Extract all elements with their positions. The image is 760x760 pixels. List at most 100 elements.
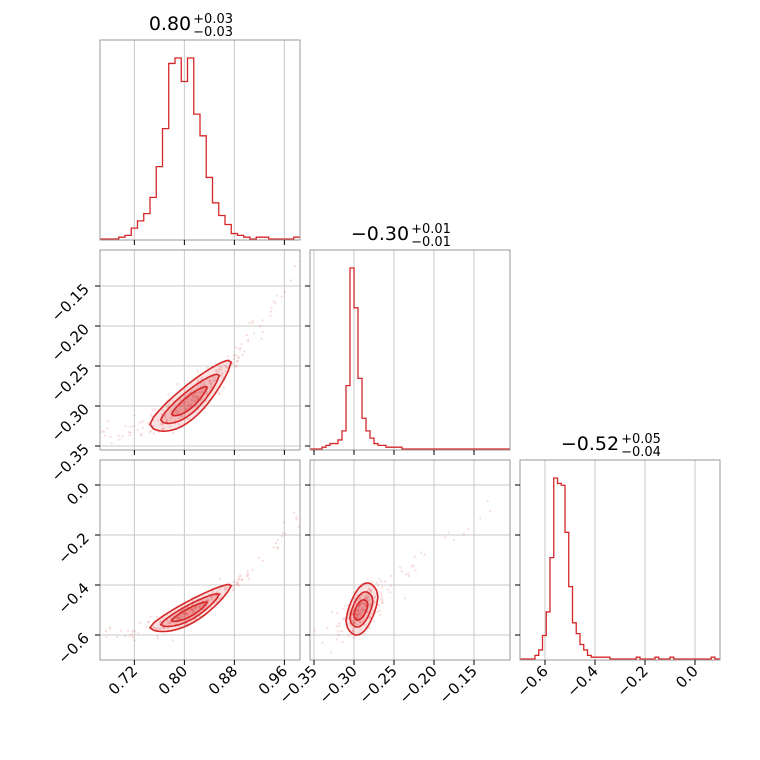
sample-point [191,609,194,612]
sample-point [378,590,382,594]
sample-point [222,386,226,389]
sample-point [236,581,240,584]
sample-point [235,346,238,350]
sample-point [154,627,158,631]
sample-point [124,635,127,638]
sample-point [366,610,369,614]
sample-point [210,596,214,599]
sample-point [170,416,173,419]
sample-point [156,637,159,640]
sample-point [340,629,343,633]
sample-point [368,617,371,620]
sample-point [192,393,196,396]
sample-point [367,588,371,591]
sample-point [352,619,356,622]
sample-point [106,419,109,423]
sample-point [133,414,136,417]
sample-point [246,572,249,575]
sample-point [184,408,188,411]
sample-point [295,516,298,519]
sample-point [108,626,112,629]
sample-point [201,608,205,611]
sample-point [403,597,406,600]
sample-point [126,629,130,633]
sample-point [220,373,223,377]
sample-point [220,369,223,372]
sample-point [414,568,417,572]
sample-point [151,409,154,412]
sample-point [190,399,194,402]
sample-point [343,616,346,620]
sample-point [243,350,246,353]
sample-point [412,564,415,567]
sample-point [347,633,350,637]
sample-point [195,395,198,398]
sample-point [232,357,236,361]
sample-point [205,599,209,602]
density-contour [170,385,209,417]
sample-point [186,612,190,616]
y-tick-label: −0.4 [54,579,92,617]
sample-point [276,547,280,550]
sample-point [362,602,366,606]
panel-title-lower: −0.01 [411,235,451,250]
sample-point [115,635,119,639]
sample-point [352,621,356,624]
sample-point [239,574,242,577]
sample-point [178,617,181,620]
sample-point [157,626,160,630]
sample-point [192,395,195,398]
sample-point [150,415,153,418]
sample-point [359,614,363,618]
sample-point [251,321,254,324]
sample-point [101,430,104,434]
sample-point [234,353,238,357]
sample-point [187,417,190,421]
sample-point [486,499,489,503]
sample-point [171,639,175,642]
sample-point [119,629,122,633]
sample-point [350,616,353,619]
sample-point [165,418,169,421]
sample-point [400,570,403,573]
sample-point [373,596,376,600]
sample-point [140,434,143,437]
sample-point [201,383,204,386]
sample-point [359,621,362,624]
sample-point [200,378,203,381]
sample-point [139,432,143,436]
sample-point [347,613,351,616]
sample-point [191,396,194,399]
sample-point [184,611,187,615]
sample-point [141,420,144,423]
sample-point [161,626,164,630]
sample-point [352,621,356,624]
sample-point [199,605,202,608]
sample-point [164,415,167,418]
histogram-panel-2-frame [519,459,721,661]
sample-point [466,527,470,531]
sample-point [366,593,369,596]
sample-point [219,593,223,596]
sample-point [369,588,372,592]
histogram-panel-0-frame [99,39,301,241]
sample-point [363,609,366,612]
sample-point [358,604,361,608]
sample-point [211,599,214,602]
sample-point [215,369,218,372]
sample-point [381,601,385,605]
sample-point [200,391,204,394]
sample-point [355,622,358,626]
histogram-steps [520,477,720,660]
x-tick-label: 0.0 [672,662,702,692]
x-tick-label: −0.4 [563,662,601,700]
y-tick-label: −0.2 [54,529,92,567]
sample-point [389,591,392,594]
sample-point [341,617,345,621]
sample-point [321,641,324,644]
sample-point [194,405,197,408]
histogram-steps [310,267,510,450]
sample-point [167,403,171,406]
sample-point [102,430,106,433]
